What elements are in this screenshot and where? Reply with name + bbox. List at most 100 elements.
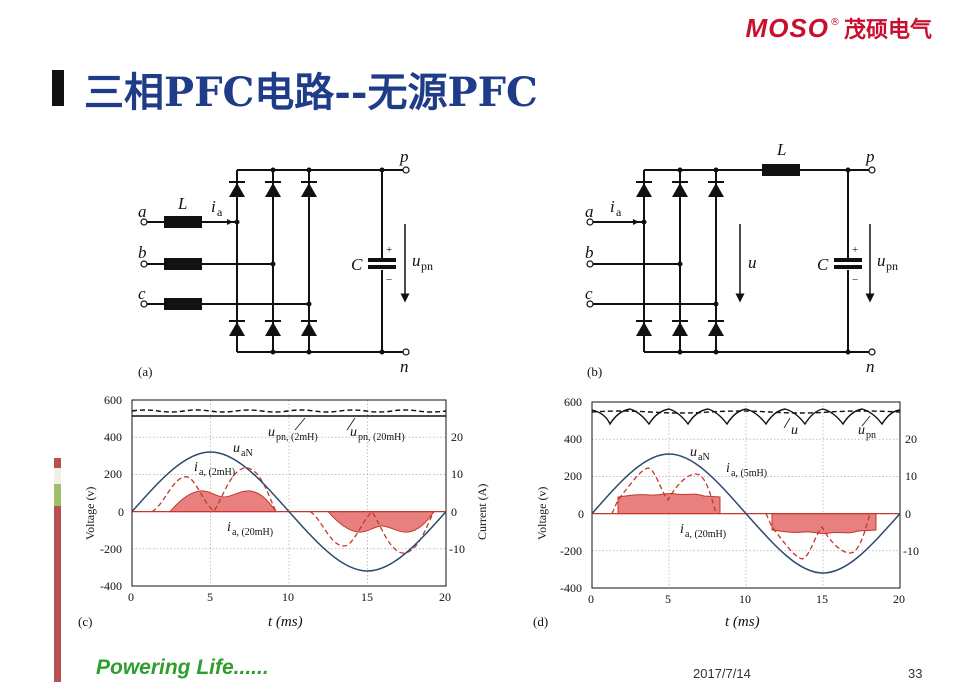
plot-d-current-5mH-fill: [617, 492, 877, 535]
plot-c-label-upn-2mH: u: [268, 425, 275, 440]
plot-d-ylabel-left: Voltage (v): [535, 487, 549, 540]
plot-d-grid: [592, 402, 900, 588]
title-bar-marker: [52, 70, 64, 106]
footer-page-number: 33: [908, 666, 923, 681]
plot-c-label-ia-20mH-sub: a, (20mH): [232, 527, 273, 538]
plot-c-ytick-right: 20: [451, 430, 463, 444]
circuit-a-inductor-c: [164, 298, 202, 310]
plot-c-label-upn-2mH-sub: pn, (2mH): [276, 432, 318, 443]
plot-c-xlabel: t (ms): [268, 614, 303, 630]
plot-d-label-upn-sub: pn: [866, 430, 876, 441]
circuit-a-node-b: b: [138, 243, 147, 262]
plot-d-frame: [591, 401, 901, 589]
plot-d-ytick: -200: [560, 544, 582, 558]
plot-d-ytick-right: 10: [905, 469, 917, 483]
left-strip-red-top: [54, 458, 61, 468]
circuit-a-diode: [265, 183, 281, 197]
circuit-a-diode: [265, 322, 281, 336]
circuit-b-diode: [672, 183, 688, 197]
circuit-a-node-p: p: [399, 147, 409, 166]
circuit-a-node-c: c: [138, 284, 146, 303]
plot-d-ytick: 200: [564, 469, 582, 483]
circuit-b-node-n: n: [866, 357, 875, 376]
plot-c-ytick-right: 10: [451, 467, 463, 481]
plot-c-ytick-right: -10: [449, 542, 465, 556]
left-strip-red: [54, 506, 61, 682]
plot-c-ytick: 400: [104, 430, 122, 444]
plot-d-ytick-right: 20: [905, 432, 917, 446]
plot-d-ytick: 600: [564, 395, 582, 409]
circuit-a-node-a: a: [138, 202, 147, 221]
plot-d: 600 400 200 0 -200 -400 20 10 0 -10 0 5 …: [533, 395, 919, 630]
footer-slogan: Powering Life......: [96, 656, 269, 679]
plot-c-label-upn-20mH-sub: pn, (20mH): [358, 432, 405, 443]
plot-d-label-ia-5mH: i: [726, 461, 730, 476]
moso-logo: MOSO ® 茂硕电气: [746, 12, 932, 44]
circuit-b-capacitor: [834, 258, 862, 262]
circuit-a-inductor-a: [164, 216, 202, 228]
plot-c-label-ia-20mH: i: [227, 520, 231, 535]
plot-c-label-uaN: u: [233, 441, 240, 456]
plot-d-current-20mH: [611, 467, 871, 560]
plot-d-label-ia-5mH-sub: a, (5mH): [731, 468, 767, 479]
circuit-a: [146, 169, 410, 353]
plot-d-xtick: 0: [588, 592, 594, 606]
plot-c-caption: (c): [78, 614, 92, 629]
logo-chinese-name: 茂硕电气: [843, 18, 932, 43]
plot-c-frame: [131, 399, 447, 587]
plot-c-current-2mH: [151, 467, 435, 554]
circuit-a-current-sub: a: [217, 205, 223, 219]
circuit-b-diode: [636, 322, 652, 336]
circuit-a-caption: (a): [138, 364, 152, 379]
plot-d-label-ia-20mH: i: [680, 522, 684, 537]
circuit-b-node-b: b: [585, 243, 594, 262]
plot-c-ytick-right: 0: [451, 505, 457, 519]
circuit-a-diode: [301, 322, 317, 336]
plot-d-ytick: -400: [560, 581, 582, 595]
plot-d-label-uaN: u: [690, 445, 697, 460]
plot-c-sine-uaN: [131, 451, 447, 572]
plot-d-ytick-right: 0: [905, 507, 911, 521]
plot-c-xtick: 10: [282, 590, 294, 604]
circuit-b-capacitor-label: C: [817, 255, 829, 274]
circuit-b-diode: [672, 322, 688, 336]
plot-c-current-20mH-fill: [168, 490, 435, 533]
circuit-b-diode: [708, 322, 724, 336]
logo-brand: MOSO: [745, 12, 829, 43]
plot-d-xtick: 20: [893, 592, 905, 606]
plot-d-labels: Voltage (v) t (ms) (d) u u pn u aN i a, …: [533, 423, 876, 630]
plot-c-xtick: 0: [128, 590, 134, 604]
left-strip-green: [54, 484, 61, 506]
circuit-a-current-label: i: [211, 197, 216, 216]
plot-c-label-uaN-sub: aN: [241, 448, 253, 459]
plot-d-u-ripple: [591, 408, 901, 426]
circuit-b-inductor: [762, 164, 800, 176]
circuit-a-diode: [301, 183, 317, 197]
circuit-a-node-n: n: [400, 357, 409, 376]
circuit-b-node-p: p: [865, 147, 875, 166]
circuit-b-u-label: u: [748, 253, 757, 272]
circuit-a-components: [164, 167, 396, 355]
plot-d-label-uaN-sub: aN: [698, 452, 710, 463]
plot-c-label-ia-2mH-sub: a, (2mH): [199, 467, 235, 478]
circuit-b-components: [636, 164, 862, 355]
plot-d-caption: (d): [533, 614, 548, 629]
circuit-b-terminals: [586, 166, 876, 356]
circuit-b-node-c: c: [585, 284, 593, 303]
plot-c-upn-2mH: [131, 409, 447, 413]
plot-d-xtick: 5: [665, 592, 671, 606]
plot-d-xtick: 15: [816, 592, 828, 606]
plot-c-ylabel-left: Voltage (v): [83, 487, 97, 540]
plot-c-label-upn-20mH: u: [350, 425, 357, 440]
circuit-b-voltage-sub: pn: [886, 259, 898, 273]
plot-c-xtick: 20: [439, 590, 451, 604]
plot-c-ticks: 600 400 200 0 -200 -400 20 10 0 -10 0 5 …: [100, 393, 465, 604]
plot-c-ylabel-right: Current (A): [475, 484, 489, 540]
plot-d-upn: [591, 410, 901, 414]
circuit-b-diode: [708, 183, 724, 197]
circuit-a-plus: +: [386, 244, 392, 256]
plot-c: 600 400 200 0 -200 -400 20 10 0 -10 0 5 …: [78, 393, 489, 630]
plot-d-sine-uaN: [591, 453, 901, 574]
circuit-b-current-label: i: [610, 197, 615, 216]
